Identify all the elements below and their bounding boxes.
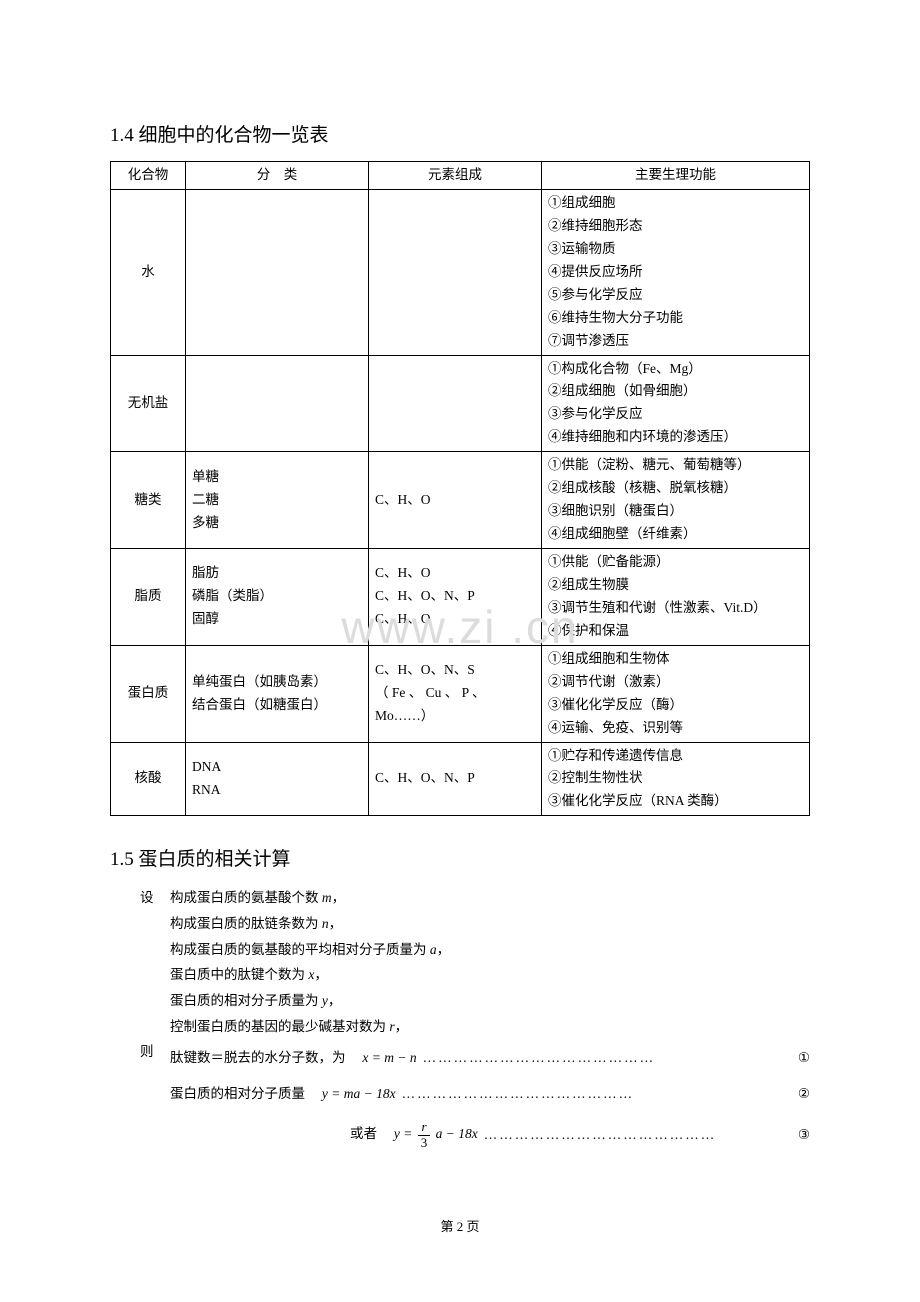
table-cell: C、H、O C、H、O、N、P C、H、O	[369, 549, 542, 646]
table-cell: 单纯蛋白（如胰岛素） 结合蛋白（如糖蛋白）	[186, 645, 369, 742]
assumption-line: 蛋白质中的肽键个数为 x，	[170, 962, 810, 988]
table-cell: ①供能（贮备能源） ②组成生物膜 ③调节生殖和代谢（性激素、Vit.D） ④保护…	[542, 549, 810, 646]
assumption-line: 构成蛋白质的氨基酸个数 m，	[170, 885, 810, 911]
assumption-line: 构成蛋白质的肽链条数为 n，	[170, 911, 810, 937]
table-cell: C、H、O、N、P	[369, 742, 542, 816]
assumption-line: 控制蛋白质的基因的最少碱基对数为 r，	[170, 1014, 810, 1040]
table-cell: ①贮存和传递遗传信息 ②控制生物性状 ③催化化学反应（RNA 类酶）	[542, 742, 810, 816]
assumption-line: 蛋白质的相对分子质量为 y，	[170, 988, 810, 1014]
table-cell: C、H、O、N、S （ Fe 、 Cu 、 P 、Mo……）	[369, 645, 542, 742]
section-1-title: 1.4 细胞中的化合物一览表	[110, 120, 810, 147]
table-row: 糖类单糖 二糖 多糖C、H、O①供能（淀粉、糖元、葡萄糖等） ②组成核酸（核糖、…	[111, 452, 810, 549]
table-cell: C、H、O	[369, 452, 542, 549]
table-cell: 脂质	[111, 549, 186, 646]
assumption-line: 构成蛋白质的氨基酸的平均相对分子质量为 a，	[170, 937, 810, 963]
dots: ………………………………………	[417, 1045, 798, 1071]
table-cell: 单糖 二糖 多糖	[186, 452, 369, 549]
assumptions: 构成蛋白质的氨基酸个数 m，构成蛋白质的肽链条数为 n，构成蛋白质的氨基酸的平均…	[170, 885, 810, 1039]
formula-2: 蛋白质的相对分子质量 y = ma − 18x ……………………………………… …	[170, 1081, 810, 1107]
formula-3-prefix: 或者	[350, 1126, 391, 1141]
th-elem: 元素组成	[369, 162, 542, 190]
table-row: 核酸DNA RNAC、H、O、N、P①贮存和传递遗传信息 ②控制生物性状 ③催化…	[111, 742, 810, 816]
formula-1: 肽键数＝脱去的水分子数，为 x = m − n ……………………………………… …	[170, 1045, 810, 1071]
table-row: 蛋白质单纯蛋白（如胰岛素） 结合蛋白（如糖蛋白）C、H、O、N、S （ Fe 、…	[111, 645, 810, 742]
formula-2-num: ②	[798, 1081, 810, 1107]
compound-table: 化合物 分 类 元素组成 主要生理功能 水 ①组成细胞 ②维持细胞形态 ③运输物质…	[110, 161, 810, 816]
dots: ………………………………………	[478, 1122, 798, 1148]
table-cell: 无机盐	[111, 355, 186, 452]
frac-den: 3	[418, 1136, 431, 1150]
th-class: 分 类	[186, 162, 369, 190]
then-label: 则	[140, 1039, 170, 1156]
calc-block: 设 构成蛋白质的氨基酸个数 m，构成蛋白质的肽链条数为 n，构成蛋白质的氨基酸的…	[140, 885, 810, 1156]
table-cell: ①组成细胞和生物体 ②调节代谢（激素） ③催化化学反应（酶） ④运输、免疫、识别…	[542, 645, 810, 742]
dots: ………………………………………	[396, 1081, 798, 1107]
formula-2-prefix: 蛋白质的相对分子质量	[170, 1086, 319, 1101]
table-cell: ①构成化合物（Fe、Mg） ②组成细胞（如骨细胞） ③参与化学反应 ④维持细胞和…	[542, 355, 810, 452]
formula-3-num: ③	[798, 1122, 810, 1148]
frac-num: r	[418, 1120, 431, 1135]
table-cell: DNA RNA	[186, 742, 369, 816]
set-label: 设	[140, 885, 170, 1039]
table-row: 脂质脂肪 磷脂（类脂） 固醇C、H、O C、H、O、N、P C、H、O①供能（贮…	[111, 549, 810, 646]
formula-1-prefix: 肽键数＝脱去的水分子数，为	[170, 1050, 359, 1065]
formula-2-expr: y = ma − 18x	[322, 1086, 396, 1101]
formula-3: 或者 y = r3 a − 18x ……………………………………… ③	[170, 1120, 810, 1150]
formula-1-num: ①	[798, 1045, 810, 1071]
table-cell: ①组成细胞 ②维持细胞形态 ③运输物质 ④提供反应场所 ⑤参与化学反应 ⑥维持生…	[542, 189, 810, 355]
section-2-title: 1.5 蛋白质的相关计算	[110, 844, 810, 871]
table-cell: 核酸	[111, 742, 186, 816]
table-cell: 糖类	[111, 452, 186, 549]
table-cell	[369, 355, 542, 452]
th-func: 主要生理功能	[542, 162, 810, 190]
formula-3-pre: y =	[394, 1126, 416, 1141]
table-cell	[369, 189, 542, 355]
formula-1-expr: x = m − n	[362, 1050, 416, 1065]
table-cell: 水	[111, 189, 186, 355]
table-cell: 脂肪 磷脂（类脂） 固醇	[186, 549, 369, 646]
page-footer: 第 2 页	[110, 1216, 810, 1235]
table-cell	[186, 355, 369, 452]
table-cell: 蛋白质	[111, 645, 186, 742]
table-row: 水 ①组成细胞 ②维持细胞形态 ③运输物质 ④提供反应场所 ⑤参与化学反应 ⑥维持…	[111, 189, 810, 355]
table-cell: ①供能（淀粉、糖元、葡萄糖等） ②组成核酸（核糖、脱氧核糖） ③细胞识别（糖蛋白…	[542, 452, 810, 549]
table-row: 无机盐 ①构成化合物（Fe、Mg） ②组成细胞（如骨细胞） ③参与化学反应 ④维持…	[111, 355, 810, 452]
formula-3-post: a − 18x	[432, 1126, 477, 1141]
table-cell	[186, 189, 369, 355]
th-compound: 化合物	[111, 162, 186, 190]
